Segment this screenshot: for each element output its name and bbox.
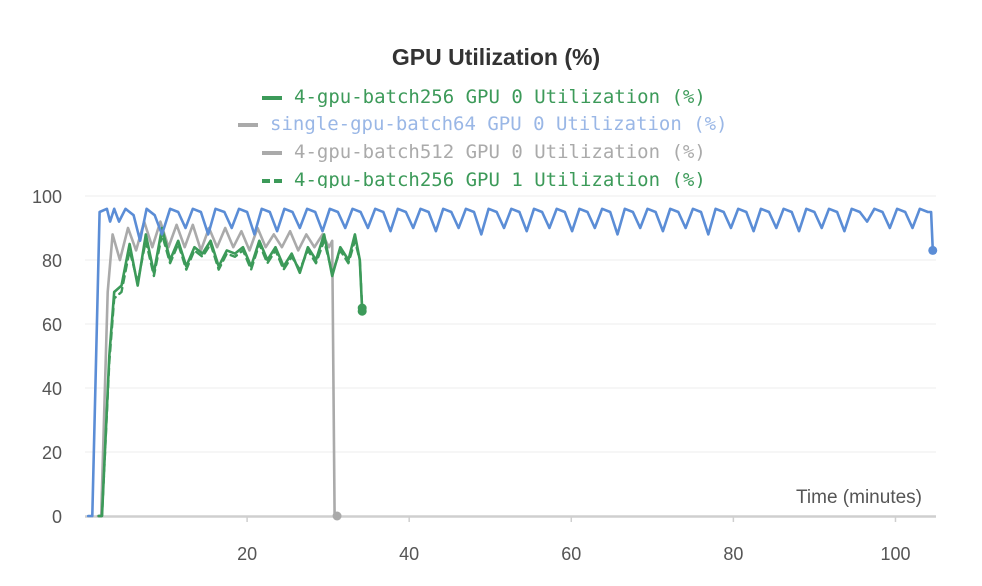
legend-item-4gpu-b256-gpu0[interactable]: 4-gpu-batch256 GPU 0 Utilization (%) bbox=[262, 84, 706, 110]
series-lines bbox=[86, 207, 935, 518]
x-tick-label-100: 100 bbox=[880, 544, 910, 564]
legend-label-single-gpu-b64: single-gpu-batch64 GPU 0 Utilization (%) bbox=[270, 113, 728, 135]
legend-swatch-4gpu-b512-gpu0 bbox=[262, 150, 282, 155]
legend-swatch-single-gpu-b64 bbox=[238, 122, 258, 127]
legend-item-4gpu-b256-gpu1[interactable]: 4-gpu-batch256 GPU 1 Utilization (%) bbox=[262, 167, 706, 188]
y-tick-label-100: 100 bbox=[32, 187, 62, 207]
y-tick-label-0: 0 bbox=[52, 507, 62, 527]
series-4gpu-batch256-gpu1 bbox=[97, 233, 364, 518]
series-4gpu-batch512-gpu0-end-point bbox=[332, 511, 342, 521]
y-tick-label-80: 80 bbox=[42, 251, 62, 271]
x-tick-label-40: 40 bbox=[399, 544, 419, 564]
series-endpoints bbox=[332, 245, 938, 521]
y-tick-label-60: 60 bbox=[42, 315, 62, 335]
legend-item-4gpu-b512-gpu0[interactable]: 4-gpu-batch512 GPU 0 Utilization (%) bbox=[262, 139, 706, 165]
x-axis-label: Time (minutes) bbox=[796, 487, 922, 508]
y-tick-label-20: 20 bbox=[42, 443, 62, 463]
legend-label-4gpu-b512-gpu0: 4-gpu-batch512 GPU 0 Utilization (%) bbox=[294, 141, 706, 163]
series-4gpu-batch256-gpu0 bbox=[97, 226, 364, 518]
x-tick-label-60: 60 bbox=[561, 544, 581, 564]
x-tick-label-80: 80 bbox=[723, 544, 743, 564]
legend-label-4gpu-b256-gpu0: 4-gpu-batch256 GPU 0 Utilization (%) bbox=[294, 86, 706, 108]
grid-lines bbox=[85, 195, 936, 453]
series-4gpu-batch512-gpu0 bbox=[96, 220, 339, 518]
series-4gpu-batch256-gpu1-end-point bbox=[357, 303, 367, 313]
series-single-gpu-batch64 bbox=[86, 207, 935, 518]
axes: 0 20 40 60 80 100 20 40 60 80 100 bbox=[32, 187, 936, 564]
legend-item-single-gpu-b64[interactable]: single-gpu-batch64 GPU 0 Utilization (%) bbox=[238, 111, 728, 137]
series-single-gpu-batch64-end-point bbox=[928, 245, 938, 255]
legend-swatch-4gpu-b256-gpu0 bbox=[262, 95, 282, 100]
legend-swatch-4gpu-b256-gpu1 bbox=[262, 178, 282, 183]
y-tick-label-40: 40 bbox=[42, 379, 62, 399]
chart-title: GPU Utilization (%) bbox=[391, 44, 601, 70]
legend: 4-gpu-batch256 GPU 0 Utilization (%) sin… bbox=[0, 84, 982, 188]
legend-label-4gpu-b256-gpu1: 4-gpu-batch256 GPU 1 Utilization (%) bbox=[294, 169, 706, 188]
x-tick-label-20: 20 bbox=[237, 544, 257, 564]
